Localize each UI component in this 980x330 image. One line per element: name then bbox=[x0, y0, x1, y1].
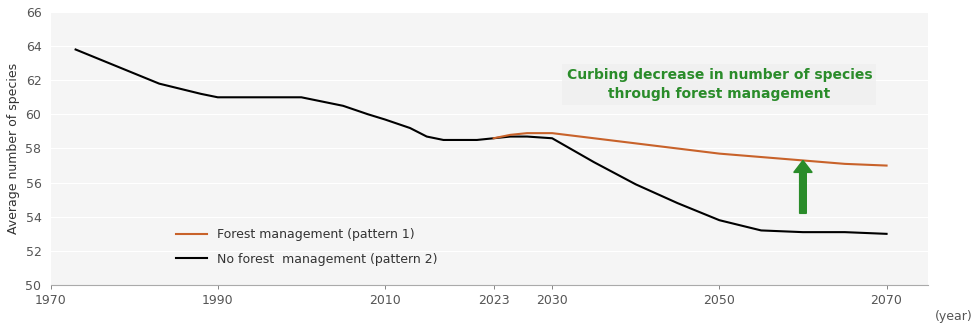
FancyArrow shape bbox=[794, 160, 812, 214]
Text: Curbing decrease in number of species
through forest management: Curbing decrease in number of species th… bbox=[566, 68, 872, 101]
Y-axis label: Average number of species: Average number of species bbox=[7, 63, 20, 234]
Text: (year): (year) bbox=[935, 310, 973, 323]
Legend: Forest management (pattern 1), No forest  management (pattern 2): Forest management (pattern 1), No forest… bbox=[171, 223, 443, 271]
